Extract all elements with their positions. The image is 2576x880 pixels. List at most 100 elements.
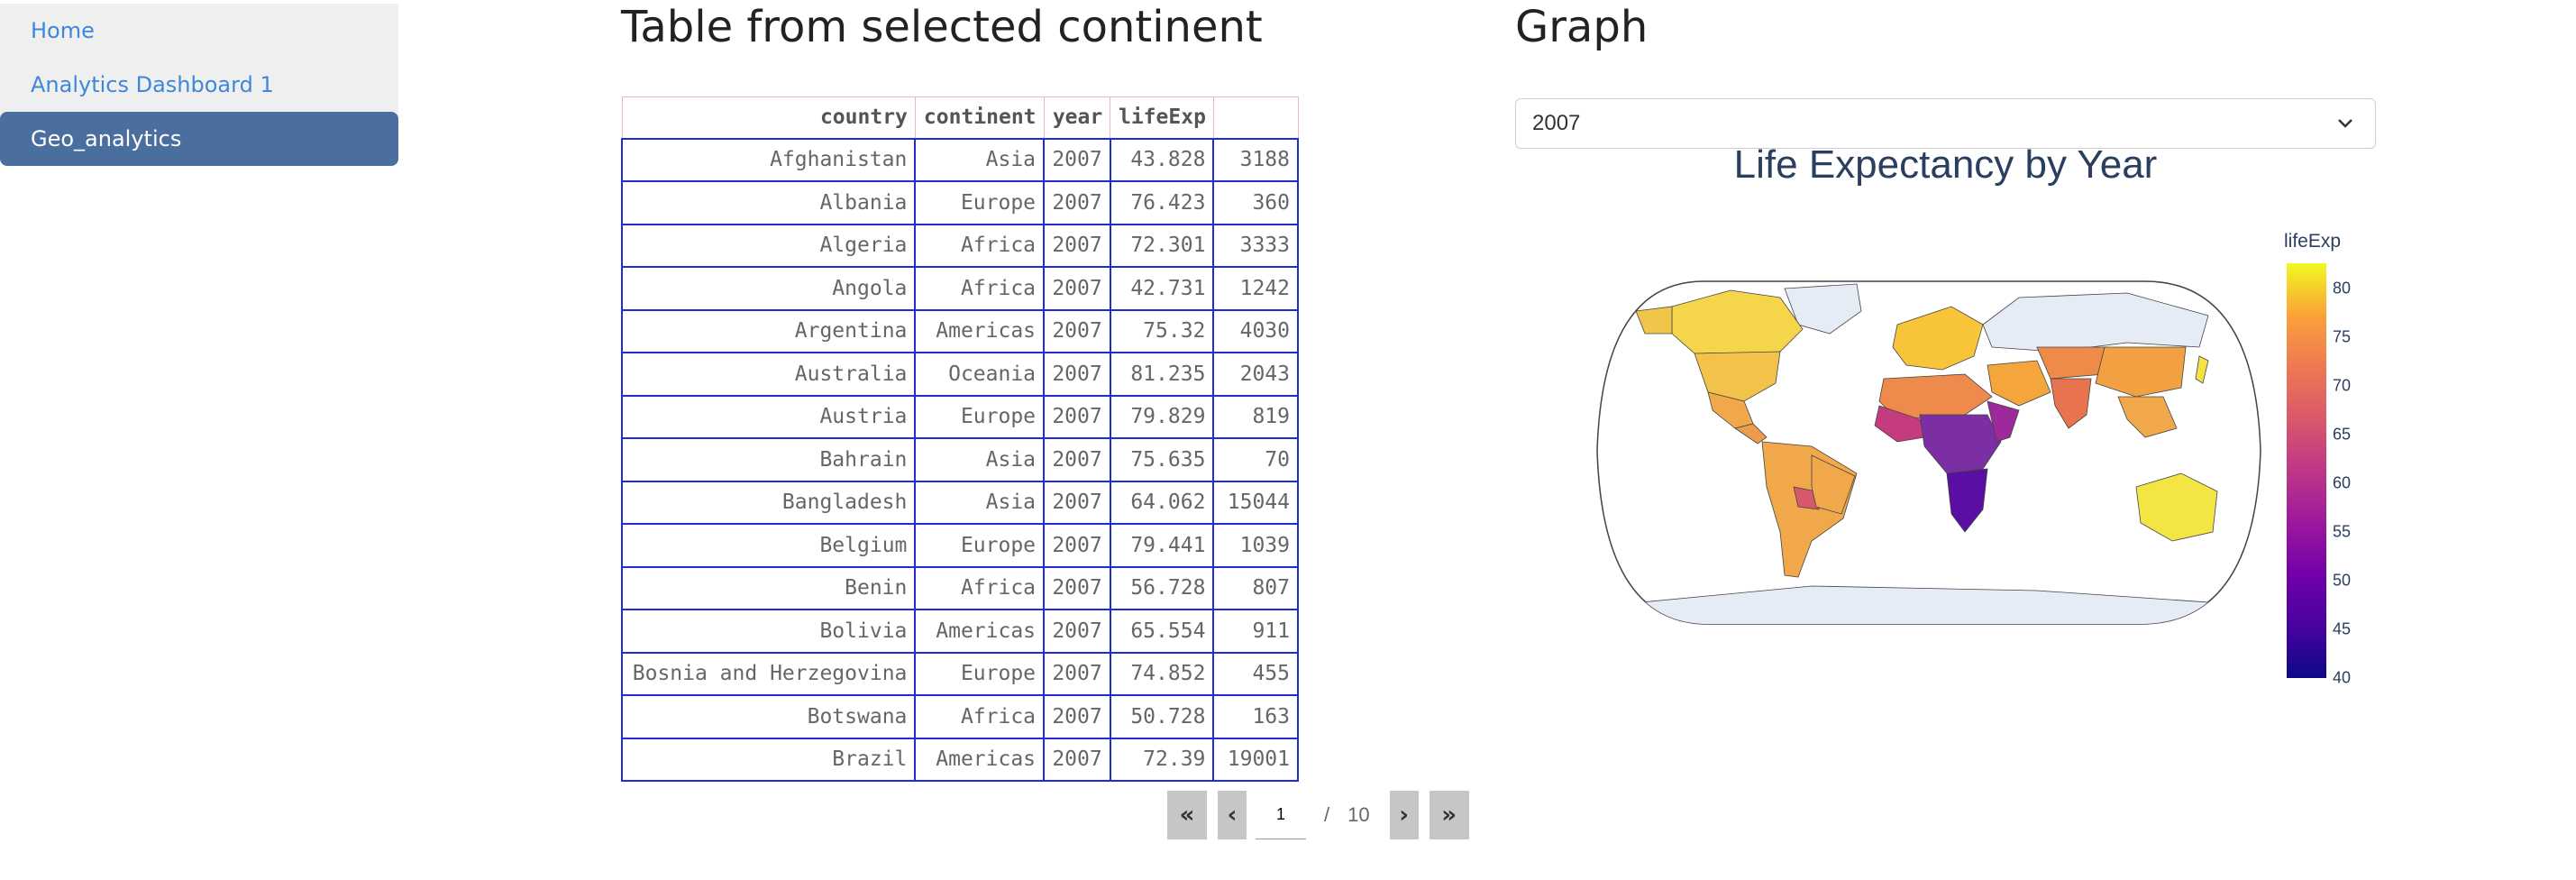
cell-lifeexp[interactable]: 75.32 [1109,308,1215,353]
cell-pop[interactable]: 3333 [1212,223,1299,268]
region-alaska[interactable] [1635,306,1673,335]
region-southern-africa[interactable] [1946,468,1988,533]
cell-year[interactable]: 2007 [1043,266,1111,311]
table-row[interactable]: Brazil Americas 2007 72.39 19001 [621,737,1299,782]
cell-year[interactable]: 2007 [1043,223,1111,268]
cell-pop[interactable]: 19001 [1212,737,1299,782]
cell-pop[interactable]: 911 [1212,609,1299,654]
table-row[interactable]: Argentina Americas 2007 75.32 4030 [621,308,1299,353]
table-row[interactable]: Bahrain Asia 2007 75.635 70 [621,437,1299,482]
cell-lifeexp[interactable]: 65.554 [1109,609,1215,654]
cell-lifeexp[interactable]: 76.423 [1109,180,1215,225]
cell-pop[interactable]: 455 [1212,651,1299,696]
first-page-button[interactable]: « [1167,791,1207,839]
sidebar-item-geo-analytics[interactable]: Geo_analytics [0,112,398,166]
region-central-america[interactable] [1734,423,1768,445]
cell-lifeexp[interactable]: 74.852 [1109,651,1215,696]
cell-lifeexp[interactable]: 43.828 [1109,137,1215,182]
last-page-button[interactable]: » [1429,791,1469,839]
cell-country[interactable]: Austria [621,394,917,439]
cell-continent[interactable]: Africa [914,223,1046,268]
region-central-africa[interactable] [1919,414,2002,474]
cell-continent[interactable]: Americas [914,308,1046,353]
region-bolivia[interactable] [1793,486,1820,510]
data-table-container[interactable]: country continent year lifeExp Afghanist… [621,96,1299,784]
table-row[interactable]: Algeria Africa 2007 72.301 3333 [621,223,1299,268]
cell-lifeexp[interactable]: 72.301 [1109,223,1215,268]
cell-year[interactable]: 2007 [1043,523,1111,568]
cell-country[interactable]: Bangladesh [621,480,917,525]
cell-country[interactable]: Brazil [621,737,917,782]
cell-country[interactable]: Angola [621,266,917,311]
page-number-input[interactable] [1256,791,1306,839]
cell-lifeexp[interactable]: 81.235 [1109,352,1215,397]
cell-lifeexp[interactable]: 75.635 [1109,437,1215,482]
cell-pop[interactable]: 4030 [1212,308,1299,353]
cell-pop[interactable]: 163 [1212,694,1299,739]
cell-year[interactable]: 2007 [1043,437,1111,482]
cell-pop[interactable]: 70 [1212,437,1299,482]
cell-year[interactable]: 2007 [1043,480,1111,525]
cell-country[interactable]: Argentina [621,308,917,353]
cell-year[interactable]: 2007 [1043,651,1111,696]
cell-year[interactable]: 2007 [1043,609,1111,654]
column-header-lifeexp[interactable]: lifeExp [1110,96,1214,139]
cell-continent[interactable]: Europe [914,651,1046,696]
cell-country[interactable]: Afghanistan [621,137,917,182]
cell-country[interactable]: Albania [621,180,917,225]
cell-year[interactable]: 2007 [1043,694,1111,739]
table-row[interactable]: Austria Europe 2007 79.829 819 [621,394,1299,439]
cell-lifeexp[interactable]: 72.39 [1109,737,1215,782]
cell-country[interactable]: Benin [621,565,917,610]
cell-continent[interactable]: Africa [914,266,1046,311]
cell-continent[interactable]: Europe [914,394,1046,439]
region-middle-east[interactable] [1987,360,2051,407]
cell-continent[interactable]: Asia [914,480,1046,525]
cell-country[interactable]: Botswana [621,694,917,739]
cell-lifeexp[interactable]: 79.829 [1109,394,1215,439]
cell-lifeexp[interactable]: 50.728 [1109,694,1215,739]
cell-continent[interactable]: Americas [914,609,1046,654]
column-header-year[interactable]: year [1043,96,1111,139]
cell-country[interactable]: Bahrain [621,437,917,482]
table-row[interactable]: Afghanistan Asia 2007 43.828 3188 [621,137,1299,182]
region-russia[interactable] [1982,292,2209,353]
cell-pop[interactable]: 807 [1212,565,1299,610]
sidebar-item-home[interactable]: Home [31,18,95,43]
cell-year[interactable]: 2007 [1043,737,1111,782]
table-row[interactable]: Benin Africa 2007 56.728 807 [621,565,1299,610]
region-australia[interactable] [2135,472,2218,542]
cell-continent[interactable]: Europe [914,180,1046,225]
cell-continent[interactable]: Africa [914,565,1046,610]
table-row[interactable]: Bolivia Americas 2007 65.554 911 [621,609,1299,654]
cell-continent[interactable]: Africa [914,694,1046,739]
cell-country[interactable]: Algeria [621,223,917,268]
cell-continent[interactable]: Americas [914,737,1046,782]
region-west-africa[interactable] [1874,405,1925,443]
region-south-asia[interactable] [2050,378,2092,429]
cell-lifeexp[interactable]: 42.731 [1109,266,1215,311]
sidebar-item-analytics-dashboard[interactable]: Analytics Dashboard 1 [31,72,274,97]
cell-year[interactable]: 2007 [1043,394,1111,439]
cell-year[interactable]: 2007 [1043,308,1111,353]
table-row[interactable]: Bangladesh Asia 2007 64.062 15044 [621,480,1299,525]
region-japan[interactable] [2195,355,2209,384]
cell-pop[interactable]: 360 [1212,180,1299,225]
cell-year[interactable]: 2007 [1043,137,1111,182]
cell-pop[interactable]: 1039 [1212,523,1299,568]
cell-country[interactable]: Bosnia and Herzegovina [621,651,917,696]
table-row[interactable]: Australia Oceania 2007 81.235 2043 [621,352,1299,397]
cell-continent[interactable]: Asia [914,437,1046,482]
cell-country[interactable]: Belgium [621,523,917,568]
cell-pop[interactable]: 15044 [1212,480,1299,525]
column-header-continent[interactable]: continent [914,96,1045,139]
region-europe[interactable] [1892,306,1984,371]
cell-year[interactable]: 2007 [1043,352,1111,397]
cell-year[interactable]: 2007 [1043,565,1111,610]
year-dropdown[interactable]: 2007 [1515,98,2376,149]
table-row[interactable]: Bosnia and Herzegovina Europe 2007 74.852 45… [621,651,1299,696]
column-header-country[interactable]: country [621,96,916,139]
cell-lifeexp[interactable]: 64.062 [1109,480,1215,525]
cell-lifeexp[interactable]: 79.441 [1109,523,1215,568]
table-row[interactable]: Albania Europe 2007 76.423 360 [621,180,1299,225]
